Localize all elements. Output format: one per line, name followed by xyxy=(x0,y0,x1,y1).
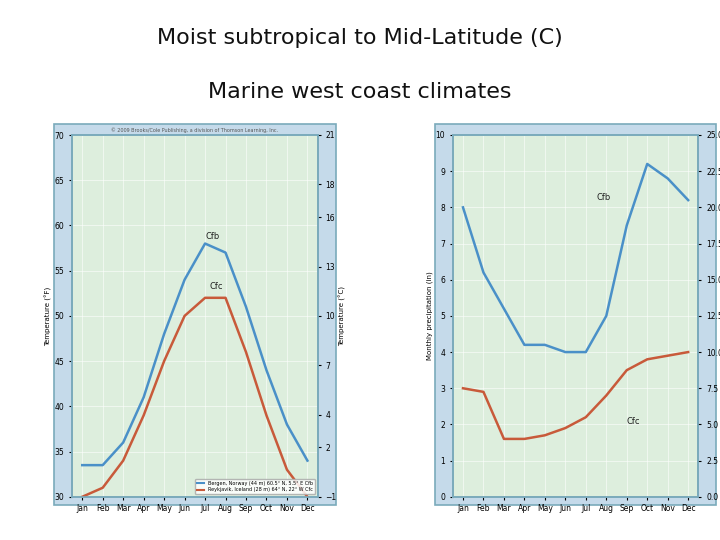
Y-axis label: Temperature (°C): Temperature (°C) xyxy=(339,286,346,346)
Legend: Bergen, Norway (44 m) 60.5° N, 5.5° E Cfb, Reykjavik, Iceland (28 m) 64° N, 22° : Bergen, Norway (44 m) 60.5° N, 5.5° E Cf… xyxy=(195,479,315,494)
Title: © 2009 Brooks/Cole Publishing, a division of Thomson Learning, Inc.: © 2009 Brooks/Cole Publishing, a divisio… xyxy=(112,127,279,133)
Text: Cfc: Cfc xyxy=(626,417,640,427)
Text: Cfc: Cfc xyxy=(209,282,222,291)
Text: Moist subtropical to Mid-Latitude (C): Moist subtropical to Mid-Latitude (C) xyxy=(157,28,563,48)
Text: Cfb: Cfb xyxy=(596,193,611,202)
Y-axis label: Temperature (°F): Temperature (°F) xyxy=(45,286,52,346)
Text: Marine west coast climates: Marine west coast climates xyxy=(208,82,512,102)
Y-axis label: Monthly precipitation (in): Monthly precipitation (in) xyxy=(426,272,433,360)
Text: Cfb: Cfb xyxy=(205,232,220,241)
